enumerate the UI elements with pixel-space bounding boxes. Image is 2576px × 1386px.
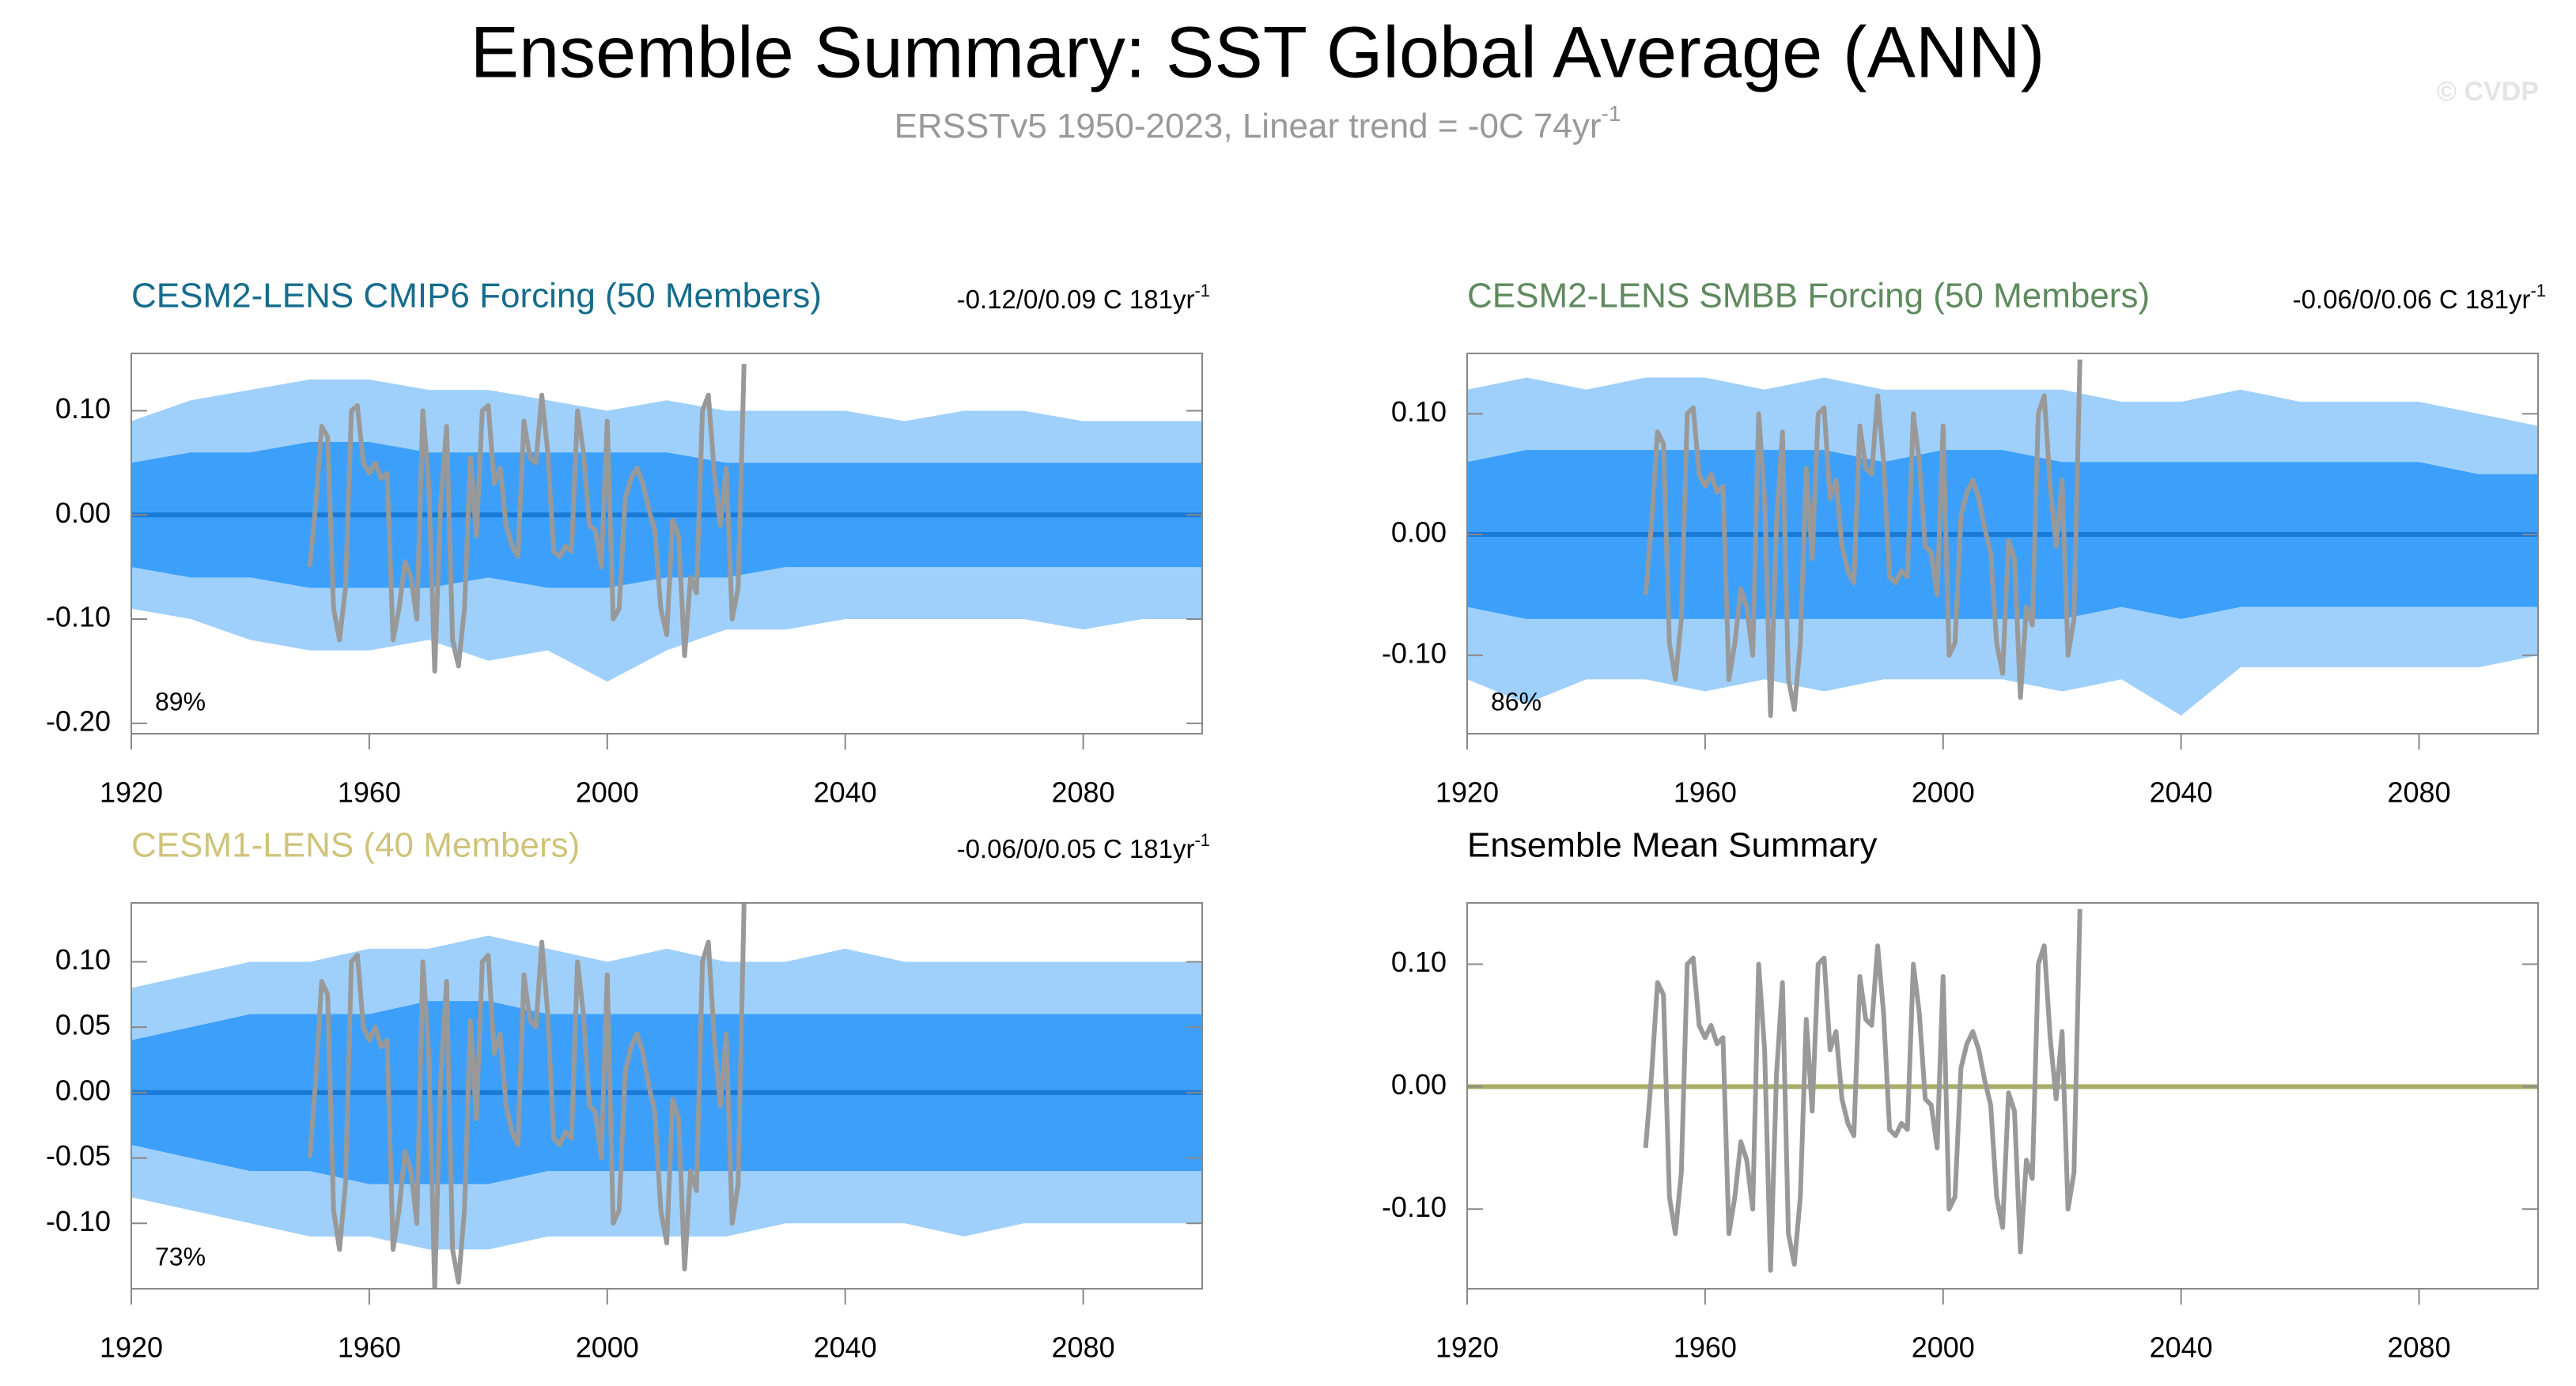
x-tick-label: 2080 — [1052, 1331, 1115, 1364]
y-tick-label: -0.10 — [46, 1205, 111, 1237]
subtitle-sup: -1 — [1602, 101, 1621, 126]
figure-subtitle: ERSSTv5 1950-2023, Linear trend = -0C 74… — [895, 101, 1621, 145]
plot-frame — [131, 902, 1203, 1290]
plot-frame — [131, 353, 1203, 735]
x-tick-label: 2040 — [2150, 1331, 2213, 1364]
panel-title: Ensemble Mean Summary — [1467, 826, 1877, 865]
y-tick-label: 0.10 — [1391, 395, 1447, 428]
x-tick-label: 1920 — [1436, 1331, 1499, 1364]
y-tick-label: 0.10 — [1391, 946, 1447, 978]
percent-annotation: 73% — [155, 1242, 206, 1271]
y-tick-label: -0.20 — [46, 704, 111, 737]
panel-title: CESM2-LENS CMIP6 Forcing (50 Members) — [131, 277, 822, 315]
y-tick-label: 0.00 — [55, 1074, 111, 1106]
trend-text: -0.06/0/0.06 C 181yr — [2293, 285, 2531, 314]
x-tick-label: 2080 — [2388, 776, 2451, 809]
panel: -0.10 0.00 0.10 1920 1960 2000 2040 2080 CESM2-L… — [1382, 277, 2546, 809]
y-tick-label: 0.05 — [55, 1009, 111, 1041]
panel: -0.20 -0.10 0.00 0.10 1920 1960 2000 2040 2080 CE… — [46, 277, 1210, 809]
trend-text: -0.12/0/0.09 C 181yr — [957, 285, 1195, 314]
panel-title: CESM1-LENS (40 Members) — [131, 826, 580, 865]
x-tick-label: 1960 — [1674, 1331, 1737, 1364]
x-tick-label: 2040 — [814, 1331, 877, 1364]
x-tick-label: 1960 — [338, 776, 401, 809]
plot-frame — [1466, 902, 2539, 1290]
y-tick-label: 0.00 — [1391, 1068, 1447, 1101]
plot-area — [131, 903, 1202, 1289]
y-tick-label: 0.00 — [55, 497, 111, 529]
y-tick-label: -0.05 — [46, 1139, 111, 1172]
x-tick-label: 2080 — [1052, 776, 1115, 809]
x-tick-label: 2000 — [1912, 776, 1975, 809]
series-line — [307, 364, 747, 674]
x-tick-label: 1960 — [1674, 776, 1737, 809]
percent-annotation: 86% — [1491, 687, 1541, 716]
x-tick-label: 1920 — [100, 1331, 163, 1364]
series-line — [307, 903, 747, 1289]
x-tick-label: 2000 — [576, 1331, 639, 1364]
panel: -0.10 0.00 0.10 1920 1960 2000 2040 2080 Ensembl… — [1382, 826, 2539, 1364]
trend-label: -0.06/0/0.06 C 181yr-1 — [2293, 281, 2546, 314]
plot-area — [1467, 908, 2538, 1273]
y-tick-label: -0.10 — [46, 601, 111, 633]
trend-label: -0.06/0/0.05 C 181yr-1 — [957, 830, 1210, 863]
y-tick-label: 0.10 — [55, 392, 111, 425]
x-tick-label: 2080 — [2388, 1331, 2451, 1364]
trend-text: -0.06/0/0.05 C 181yr — [957, 834, 1195, 863]
percent-annotation: 89% — [155, 687, 206, 716]
y-tick-label: 0.00 — [1391, 516, 1447, 549]
y-tick-label: 0.10 — [55, 943, 111, 976]
series-line — [1643, 359, 2082, 719]
figure-title: Ensemble Summary: SST Global Average (AN… — [471, 12, 2045, 93]
plot-frame — [1466, 353, 2539, 735]
x-tick-label: 2040 — [2150, 776, 2213, 809]
trend-sup: -1 — [1194, 281, 1210, 300]
plot-area — [1467, 359, 2538, 719]
y-tick-label: -0.10 — [1382, 1191, 1447, 1223]
panel-title: CESM2-LENS SMBB Forcing (50 Members) — [1467, 277, 2150, 315]
panel: -0.10 -0.05 0.00 0.05 0.10 1920 1960 2000 2040 20… — [46, 826, 1210, 1364]
x-tick-label: 1920 — [100, 776, 163, 809]
watermark: © CVDP — [2437, 77, 2539, 107]
x-tick-label: 1960 — [338, 1331, 401, 1364]
x-tick-label: 2000 — [1912, 1331, 1975, 1364]
x-tick-label: 2000 — [576, 776, 639, 809]
series-line — [1643, 908, 2082, 1273]
subtitle-text: ERSSTv5 1950-2023, Linear trend = -0C 74… — [895, 107, 1602, 145]
trend-label: -0.12/0/0.09 C 181yr-1 — [957, 281, 1210, 314]
x-tick-label: 1920 — [1436, 776, 1499, 809]
trend-sup: -1 — [1194, 830, 1210, 850]
plot-area — [131, 364, 1202, 682]
x-tick-label: 2040 — [814, 776, 877, 809]
y-tick-label: -0.10 — [1382, 636, 1447, 669]
trend-sup: -1 — [2530, 281, 2546, 300]
